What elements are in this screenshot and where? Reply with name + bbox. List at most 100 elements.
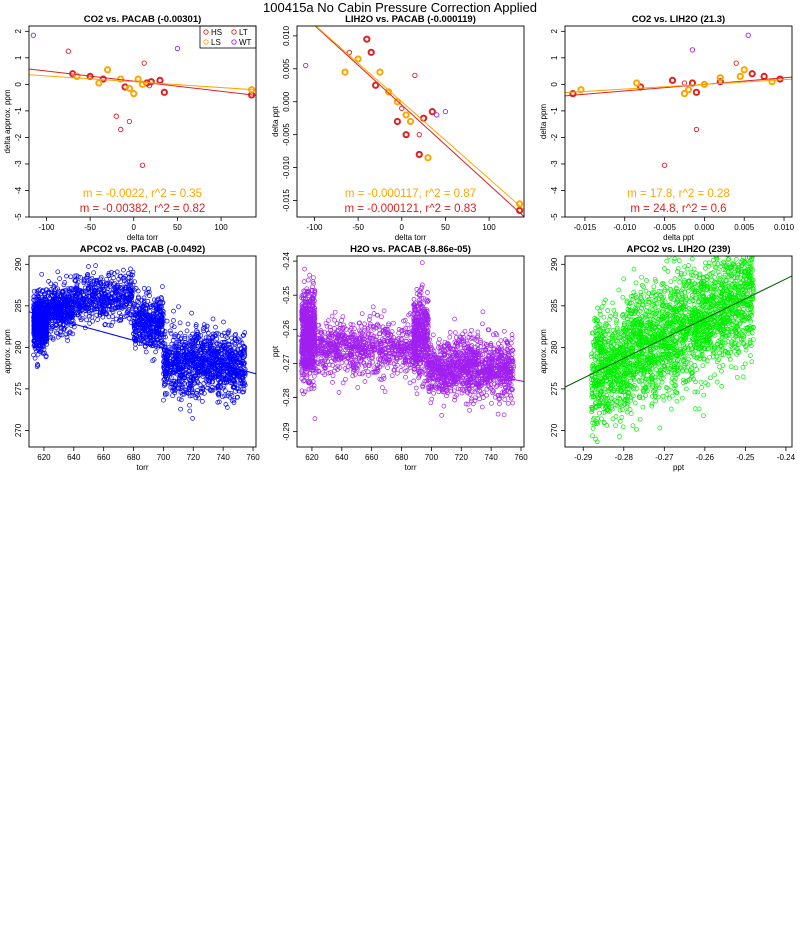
- chart-p2: LIH2O vs. PACAB (-0.000119)-100 -50 0 50 100…: [271, 14, 525, 242]
- data-point: [407, 341, 413, 346]
- data-point: [115, 304, 121, 309]
- data-point: [164, 391, 170, 397]
- data-point: [87, 299, 93, 305]
- data-point: [52, 307, 58, 313]
- data-point: [209, 355, 214, 360]
- data-point: [128, 296, 134, 301]
- x-tick-label: 680: [127, 453, 141, 462]
- data-point: [347, 335, 353, 340]
- data-point: [167, 374, 172, 379]
- data-point: [57, 321, 63, 327]
- x-tick-label: 760: [246, 453, 260, 462]
- y-tick-label: -3: [14, 160, 23, 168]
- data-point: [391, 320, 396, 326]
- data-point: [380, 324, 386, 330]
- data-point-lt: [141, 60, 147, 66]
- data-point: [40, 343, 46, 349]
- chart-p1: CO2 vs. PACAB (-0.00301)-100 -50 0 50 100-5-…: [3, 14, 257, 242]
- data-point: [80, 288, 85, 294]
- data-point: [49, 326, 55, 332]
- data-point: [78, 275, 83, 280]
- data-point: [31, 343, 37, 349]
- data-point: [156, 327, 161, 333]
- data-point: [347, 327, 353, 333]
- data-point-hs: [748, 70, 756, 78]
- data-point: [221, 345, 227, 351]
- data-point: [34, 338, 40, 344]
- data-point: [367, 313, 373, 319]
- data-point: [97, 306, 103, 312]
- data-point: [171, 380, 176, 386]
- fit-line: [314, 26, 524, 217]
- data-point: [364, 334, 370, 340]
- data-point: [416, 300, 422, 306]
- fit-line: [315, 26, 524, 210]
- data-point: [40, 336, 46, 341]
- data-point: [109, 269, 114, 275]
- data-point: [381, 308, 387, 314]
- data-point-ls: [684, 86, 693, 94]
- data-point-wt: [303, 62, 309, 69]
- data-point: [195, 334, 201, 339]
- data-point: [225, 352, 230, 358]
- data-point: [65, 297, 71, 303]
- x-axis-label: torr: [137, 463, 149, 472]
- data-point: [304, 289, 310, 295]
- data-point: [302, 266, 307, 272]
- data-point: [238, 360, 244, 366]
- data-point: [151, 338, 157, 343]
- data-point: [223, 402, 229, 407]
- data-point: [182, 372, 188, 377]
- data-point: [52, 317, 58, 323]
- x-tick-label: 680: [395, 453, 409, 462]
- data-point: [393, 339, 399, 344]
- data-point: [101, 298, 107, 303]
- data-point: [127, 301, 133, 306]
- data-point: [388, 335, 394, 341]
- data-point: [73, 303, 79, 308]
- data-point-hs: [402, 131, 410, 139]
- data-point: [62, 312, 68, 318]
- data-point: [95, 282, 101, 288]
- data-point: [109, 299, 115, 305]
- data-point: [300, 316, 305, 321]
- data-point: [143, 332, 149, 337]
- fit-line: [29, 74, 256, 91]
- data-point: [335, 353, 340, 358]
- data-point: [329, 313, 335, 319]
- legend-label: LS: [211, 38, 221, 47]
- data-point: [318, 330, 323, 336]
- data-point: [160, 284, 165, 289]
- data-point: [184, 347, 189, 353]
- data-point: [31, 294, 37, 300]
- y-tick-label: 1: [14, 55, 23, 60]
- data-point: [106, 299, 111, 304]
- data-point-ls: [130, 90, 138, 98]
- data-point: [357, 371, 363, 377]
- data-point: [48, 328, 54, 334]
- data-point-hs: [371, 81, 380, 89]
- data-point: [350, 332, 356, 338]
- data-point: [140, 329, 145, 335]
- data-point: [401, 360, 407, 365]
- data-point: [65, 338, 70, 343]
- data-point: [229, 398, 235, 403]
- data-point: [240, 389, 245, 395]
- data-point: [300, 340, 306, 345]
- data-point: [37, 323, 43, 329]
- data-point: [78, 317, 84, 323]
- data-point: [88, 300, 94, 306]
- data-point: [73, 287, 79, 293]
- data-point-ls: [354, 55, 362, 63]
- data-point: [314, 342, 319, 348]
- data-point: [62, 296, 68, 302]
- data-point: [104, 276, 109, 282]
- data-point: [376, 346, 381, 351]
- data-point: [54, 299, 59, 304]
- data-point: [129, 294, 135, 299]
- data-point: [31, 327, 37, 332]
- data-point: [106, 292, 112, 298]
- y-tick-label: -3: [550, 160, 559, 168]
- y-tick-label: -5: [14, 213, 23, 221]
- data-point: [139, 328, 144, 334]
